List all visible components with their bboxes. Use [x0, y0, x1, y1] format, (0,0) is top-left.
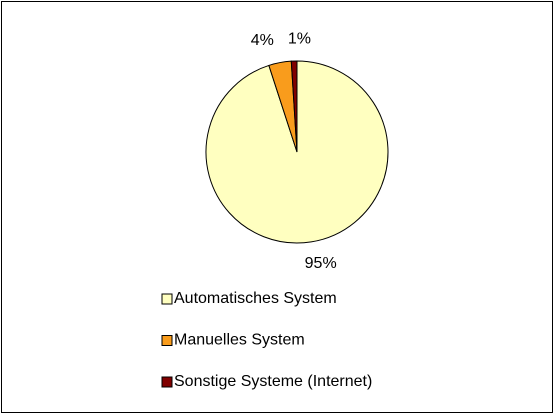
legend-label: Automatisches System — [174, 290, 337, 307]
legend-swatch — [161, 293, 173, 305]
data-label: 95% — [305, 255, 337, 272]
legend-label: Manuelles System — [174, 332, 305, 349]
data-label: 4% — [251, 32, 274, 49]
legend-label: Sonstige Systeme (Internet) — [174, 373, 372, 390]
legend-swatch — [161, 376, 173, 388]
legend-swatch — [161, 335, 173, 346]
pie-slice — [290, 60, 298, 153]
data-label: 1% — [288, 30, 311, 47]
